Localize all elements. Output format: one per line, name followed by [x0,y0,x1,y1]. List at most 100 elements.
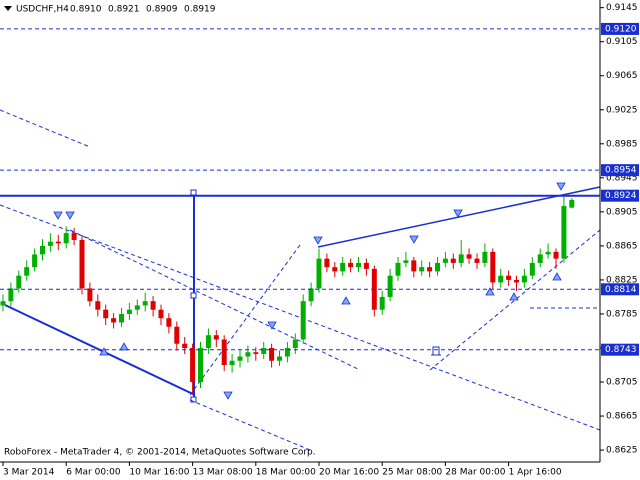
dashed-trend [69,229,361,371]
copyright: RoboForex - MetaTrader 4, © 2001-2014, M… [4,448,316,458]
level-label: 0.8924 [605,191,637,201]
level-label-box [601,343,639,356]
candle-body [474,258,480,263]
candle-body [150,301,156,310]
y-tick-label: 0.8825 [606,275,638,285]
candle-body [561,205,567,259]
candle-body [8,288,14,302]
candle-body [24,267,30,276]
arrow-marker [65,211,75,220]
candle-body [340,262,346,272]
arrow-marker [409,235,419,244]
x-tick-label: 10 Mar 16:00 [129,468,189,478]
ohlc-value: 0.8909 [146,5,178,15]
candle-body [458,254,464,263]
candle-body [16,275,22,289]
candle-body [253,352,259,354]
candle-body [111,318,117,323]
candle-body [403,260,409,263]
candle-body [103,309,109,319]
arrow-marker [341,296,351,305]
candle-body [553,251,559,259]
candle-body [284,347,290,357]
candle-body [435,262,440,272]
candle-body [63,233,69,244]
arrow-marker [453,209,463,218]
menu-arrow [4,6,12,11]
candle-body [269,347,275,361]
arrow-marker [99,347,109,356]
candle-body [537,254,543,263]
y-tick-label: 0.9145 [606,3,638,13]
candle-body [87,288,93,302]
candle-body [55,241,61,244]
candle-body [237,356,243,361]
candle-body [466,254,472,259]
candle-body [47,241,53,246]
candle-body [0,301,6,306]
y-tick-label: 0.9065 [606,71,638,81]
anchor [190,292,197,299]
ohlc-value: 0.8919 [184,5,216,15]
candle-body [158,309,164,319]
x-tick-label: 20 Mar 16:00 [319,468,379,478]
y-tick-label: 0.8985 [606,139,638,149]
candle-body [134,305,140,310]
arrow-marker [267,321,277,330]
arrow-marker [485,287,495,296]
arrow-marker [119,342,129,351]
candle-body [379,296,385,310]
candle-body [387,275,393,297]
dashed-trend [0,204,601,431]
candle-body [300,301,306,340]
y-tick-label: 0.8945 [606,173,638,183]
candle-body [324,258,330,268]
candle-body [166,318,172,327]
candle-body [363,262,369,269]
candle-body [316,258,322,289]
x-tick-label: 25 Mar 08:00 [382,468,442,478]
y-tick-label: 0.8705 [606,378,638,388]
candle-body [419,267,425,272]
candle-body [521,275,527,283]
candle-body [395,262,401,276]
candle-body [261,347,267,354]
x-tick-label: 18 Mar 00:00 [256,468,316,478]
level-label-box [601,283,639,296]
candle-body [545,251,551,255]
candle-body [71,233,77,240]
candle-body [292,339,298,348]
x-tick-label: 1 Apr 16:00 [509,468,562,478]
ohlc-value: 0.8910 [70,5,102,15]
candle-body [332,267,338,272]
anchor [190,189,197,196]
y-tick-label: 0.9025 [606,105,638,115]
channel-line [317,186,601,248]
ohlc-value: 0.8921 [108,5,140,15]
dashed-trend [0,109,91,148]
x-tick-label: 3 Mar 2014 [3,468,55,478]
arrow-marker [313,236,323,245]
candle-body [245,352,251,357]
y-tick-label: 0.8625 [606,446,638,456]
candle-body [506,275,512,280]
arrow-marker [556,182,566,191]
candle-body [79,239,85,289]
arrow-marker [53,211,63,220]
level-label: 0.8954 [605,166,637,176]
candle-body [142,301,148,306]
candle-body [126,309,132,314]
arrow-marker [509,292,519,301]
marker-icon [431,346,441,356]
candle-body [229,360,235,366]
candle-body [40,245,45,255]
candle-body [190,347,196,383]
candle-body [198,347,203,383]
candle-body [490,251,496,283]
candle-body [450,258,456,263]
candle-body [32,254,38,268]
arrow-marker [552,272,562,281]
candle-body [205,335,211,348]
y-tick-label: 0.8785 [606,309,638,319]
